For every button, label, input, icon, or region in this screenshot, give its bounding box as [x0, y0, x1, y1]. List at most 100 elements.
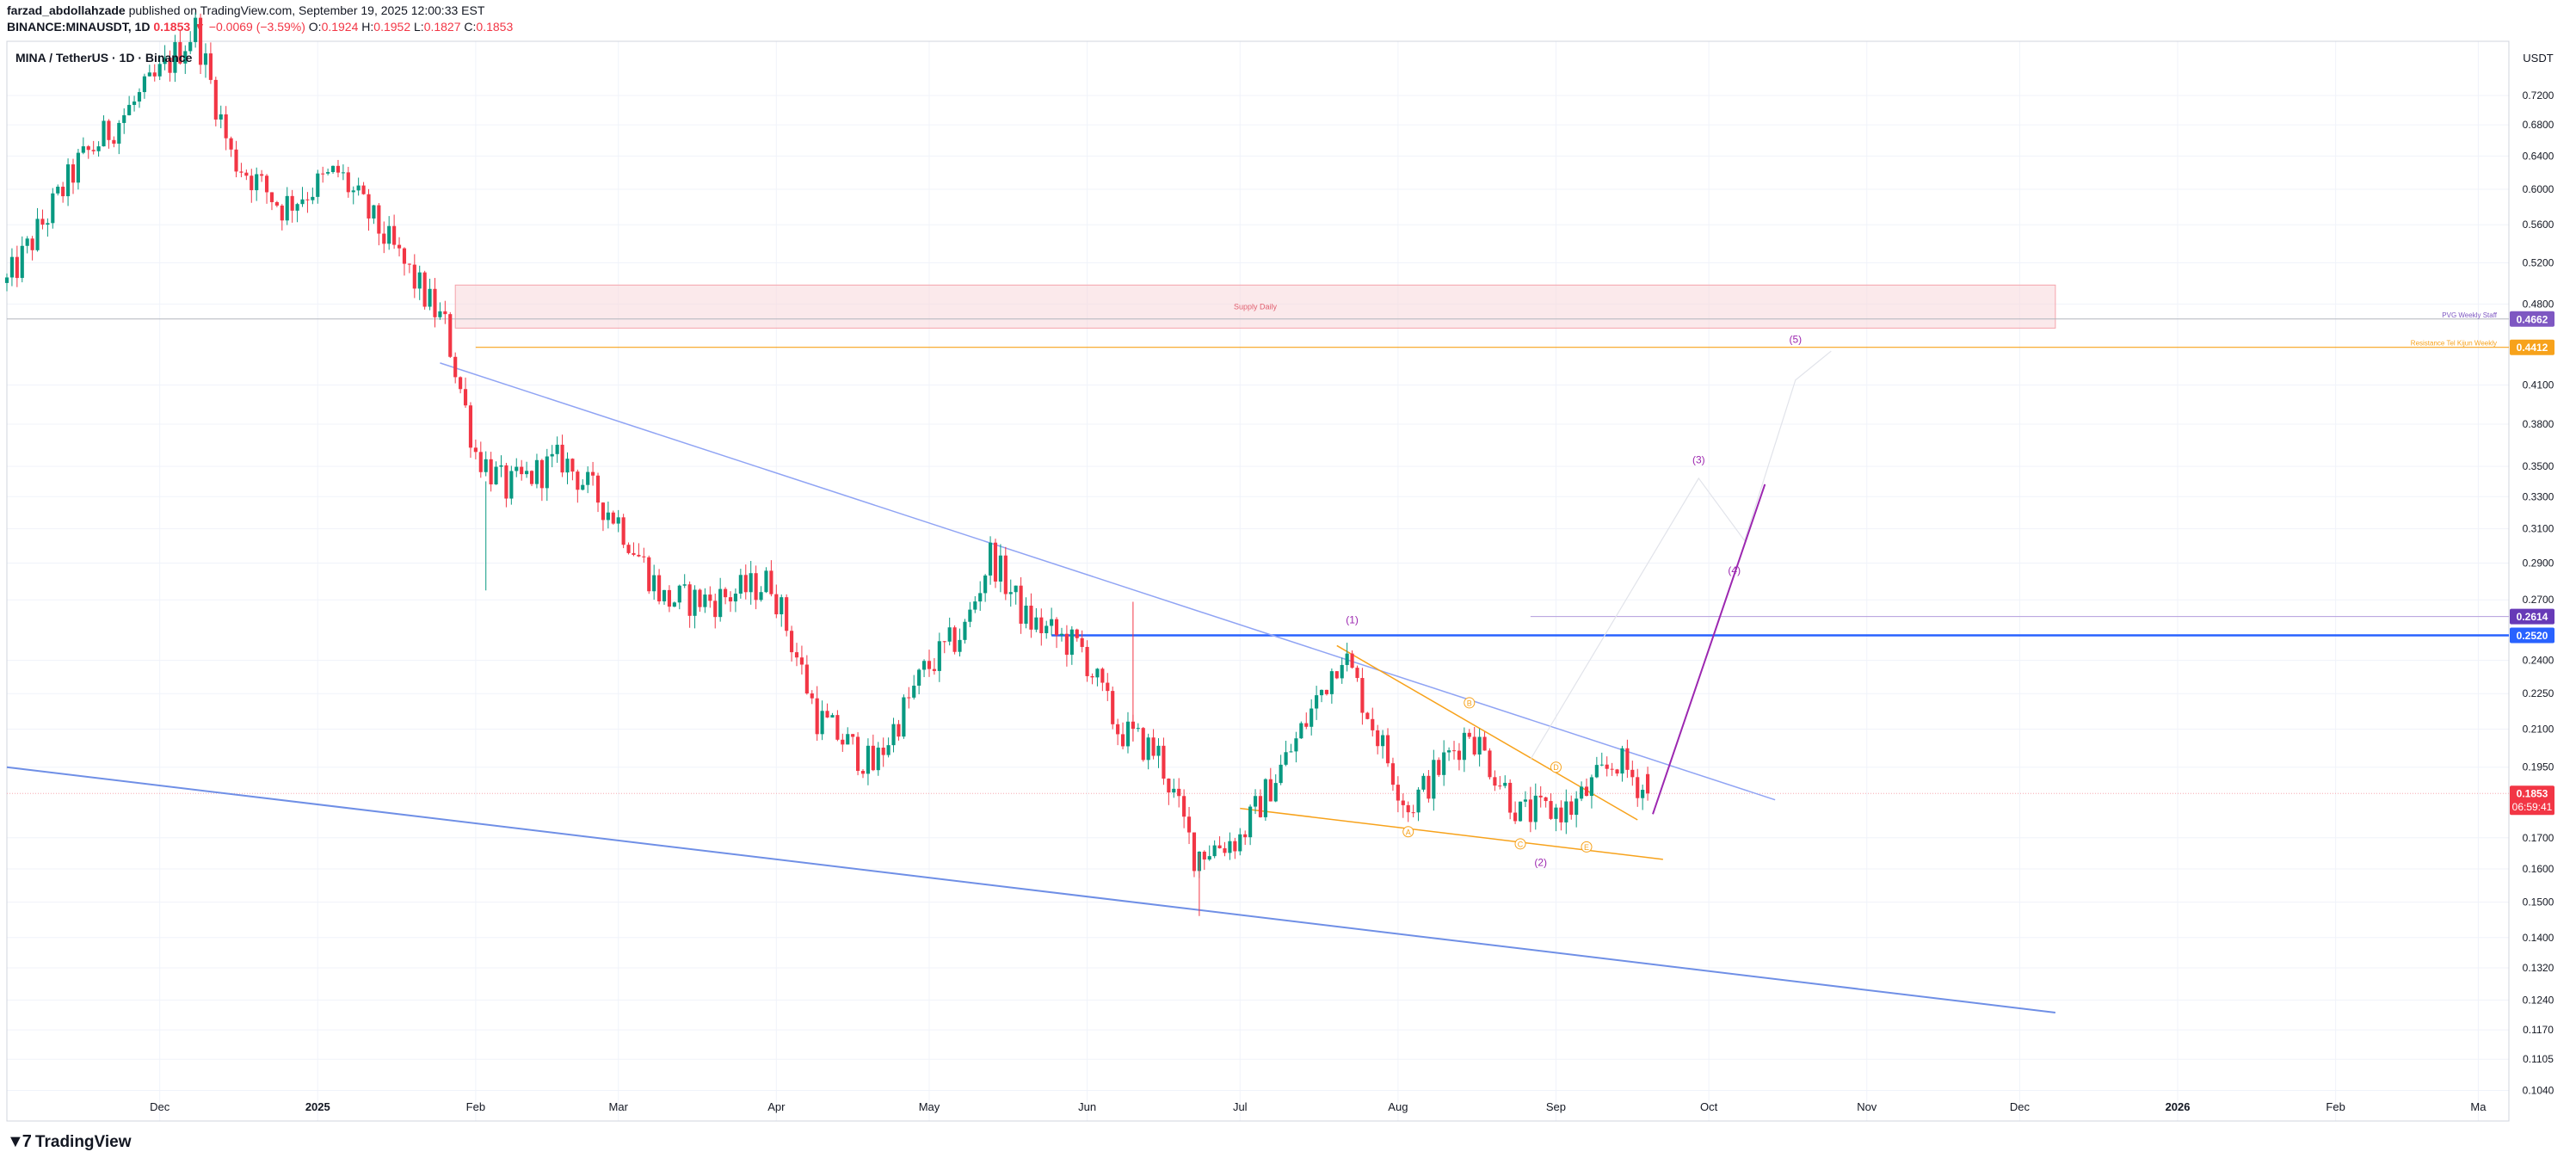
open-value: 0.1924	[321, 20, 359, 34]
candle-body	[178, 41, 182, 64]
candle-body	[606, 512, 610, 520]
x-tick-label: 2025	[305, 1100, 330, 1113]
candle-body	[412, 264, 416, 289]
candle-body	[937, 641, 941, 671]
candle-body	[1371, 718, 1375, 730]
candle-body	[545, 456, 549, 489]
symbol-name[interactable]: BINANCE:MINAUSDT, 1D	[7, 20, 151, 34]
publish-info: farzad_abdollahzade published on Trading…	[7, 3, 484, 17]
candle-body	[1589, 777, 1594, 797]
wave-label: (4)	[1728, 564, 1741, 576]
y-tick-label: 0.1105	[2523, 1053, 2554, 1065]
badge-level-0.2614: 0.2614	[2517, 611, 2548, 623]
candle-body	[219, 114, 223, 120]
candle-body	[46, 223, 50, 225]
candle-body	[1594, 765, 1599, 778]
low-value: 0.1827	[423, 20, 461, 34]
candle-body	[1467, 732, 1471, 737]
candle-body	[978, 593, 983, 602]
candle-body	[1457, 750, 1462, 761]
candle-body	[1186, 816, 1192, 833]
candle-body	[677, 585, 681, 603]
candle-body	[1584, 786, 1589, 797]
candle-body	[708, 594, 712, 601]
time-axis[interactable]: Dec 2025 Feb Mar Apr May Jun Jul Aug Sep Oct Nov Dec…	[150, 1100, 2487, 1113]
candle-body	[565, 459, 570, 473]
candle-body	[968, 609, 972, 622]
candle-body	[616, 517, 620, 524]
candle-body	[1324, 689, 1329, 694]
candle-body	[392, 225, 397, 245]
candle-body	[15, 256, 19, 279]
candle-body	[132, 101, 137, 105]
x-tick-label: Feb	[466, 1100, 485, 1113]
candle-body	[1559, 807, 1563, 822]
symbol-info: BINANCE:MINAUSDT, 1D 0.1853 ▼ −0.0069 (−…	[7, 20, 513, 34]
author-name[interactable]: farzad_abdollahzade	[7, 3, 126, 17]
candle-body	[438, 311, 442, 317]
candle-body	[703, 594, 707, 607]
candle-body	[652, 575, 656, 592]
candle-body	[520, 466, 524, 475]
candle-body	[815, 698, 819, 735]
candle-body	[851, 734, 855, 737]
y-tick-label: 0.2250	[2523, 687, 2554, 699]
candle-body	[71, 164, 76, 183]
candle-body	[1462, 732, 1466, 761]
chart-legend-title[interactable]: MINA / TetherUS · 1D · Binance	[15, 51, 193, 65]
candle-body	[1228, 841, 1232, 853]
abc-label-ring	[1550, 761, 1562, 773]
wave-labels: (1) (2) (3) (4) (5) A B C D E	[1346, 334, 1802, 869]
candle-body	[1141, 728, 1145, 761]
candle-body	[1482, 736, 1487, 751]
candle-body	[555, 444, 559, 454]
candle-body	[907, 697, 911, 699]
candle-body	[448, 314, 453, 357]
candle-body	[1396, 785, 1400, 801]
candle-body	[1003, 555, 1008, 594]
candle-body	[255, 174, 259, 191]
price-change: ▼ −0.0069 (−3.59%)	[194, 20, 305, 34]
candle-body	[157, 64, 162, 77]
candle-body	[229, 138, 233, 150]
trend-lines	[6, 362, 2056, 1013]
candle-body	[876, 748, 880, 771]
abc-label: A	[1402, 826, 1414, 838]
candle-body	[1310, 708, 1314, 727]
candle-body	[300, 199, 305, 205]
badge-level-0.4412: 0.4412	[2517, 342, 2548, 354]
candle-body	[1533, 795, 1538, 822]
candle-body	[534, 459, 539, 484]
price-axis[interactable]: USDT 0.7200 0.6800 0.6400 0.6000 0.5600 0.520…	[2523, 52, 2554, 1096]
candle-body	[1411, 812, 1415, 814]
candle-body	[1299, 723, 1303, 739]
candle-body	[1223, 847, 1227, 853]
candle-body	[1243, 834, 1248, 838]
candle-body	[810, 693, 814, 699]
candle-body	[550, 453, 554, 457]
candle-body	[1427, 775, 1431, 799]
x-tick-label: Sep	[1546, 1100, 1566, 1113]
candle-body	[1528, 799, 1532, 822]
candle-body	[1416, 789, 1420, 813]
candle-body	[4, 277, 9, 283]
candle-body	[1263, 779, 1267, 817]
candle-body	[820, 711, 824, 735]
candle-body	[769, 570, 773, 594]
candle-body	[336, 165, 341, 173]
abc-label-ring	[1514, 838, 1526, 850]
candle-body	[780, 597, 784, 615]
level-label-pvg: PVG Weekly Staff	[2442, 311, 2498, 319]
x-tick-label: Jun	[1078, 1100, 1096, 1113]
candle-body	[269, 192, 274, 202]
candle-body	[478, 452, 483, 472]
abc-label-ring	[1464, 697, 1476, 709]
descending-trendline-lower	[6, 766, 2056, 1013]
candle-body	[264, 176, 269, 193]
y-tick-label: 0.1170	[2523, 1024, 2554, 1036]
badge-level-0.4662: 0.4662	[2517, 313, 2548, 325]
candle-body	[147, 72, 151, 77]
y-tick-label: 0.2900	[2523, 557, 2554, 570]
tradingview-footer[interactable]: ▼7 TradingView	[7, 1132, 132, 1152]
